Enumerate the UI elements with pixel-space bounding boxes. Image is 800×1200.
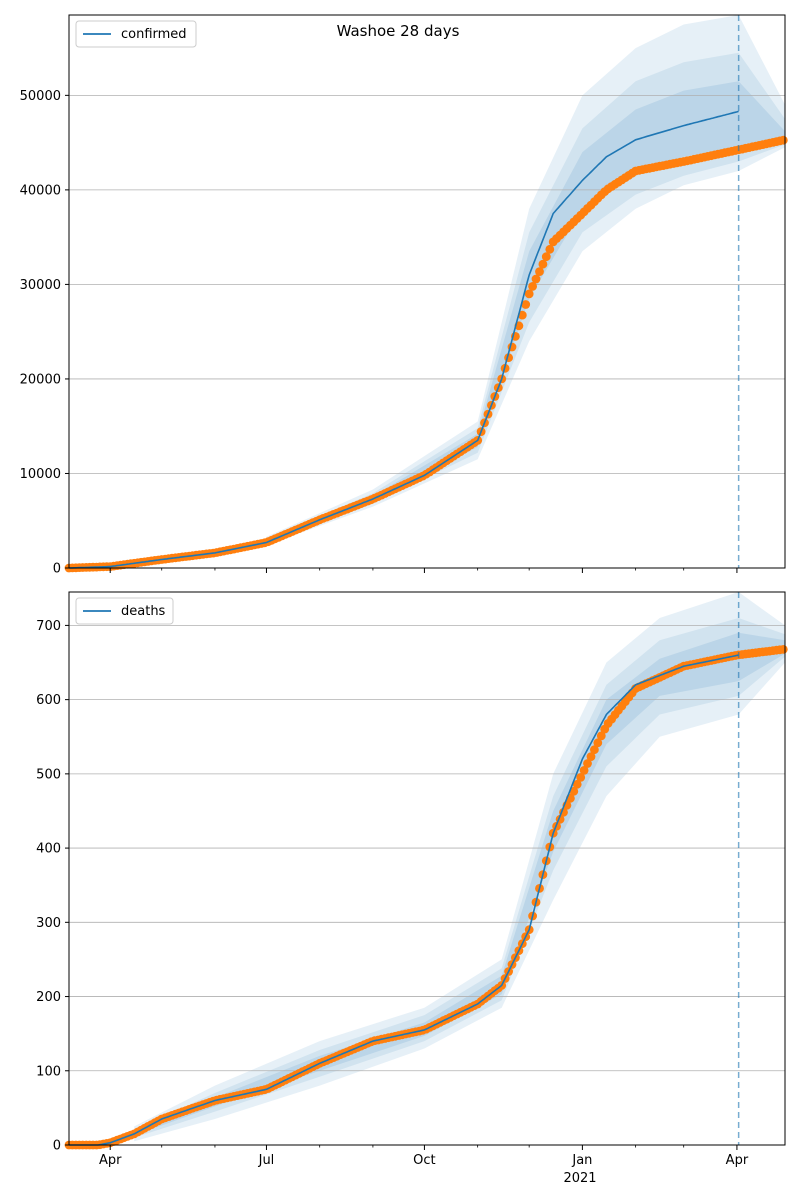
deaths-y-tick-label: 700	[36, 619, 61, 634]
confirmed-legend-box	[75, 20, 197, 48]
deaths-panel: 0 100 200 300 400 500 600 700 Apr Jul Oct Jan Apr 2…	[36, 591, 788, 1186]
confirmed-observed-points	[64, 135, 788, 573]
confirmed-y-tick-label: 20000	[20, 372, 61, 387]
x-tick-label: Apr	[99, 1153, 122, 1168]
confirmed-observed-point	[517, 310, 527, 320]
deaths-legend: deaths	[75, 597, 174, 625]
deaths-band-inner	[134, 632, 785, 1136]
deaths-observed-point	[576, 773, 586, 782]
confirmed-observed-point	[528, 282, 537, 291]
chart-title: Washoe 28 days	[337, 22, 460, 40]
deaths-legend-label: deaths	[121, 604, 166, 619]
deaths-band-middle	[134, 618, 785, 1138]
deaths-uncertainty-bands	[134, 592, 785, 1142]
confirmed-band-outer	[266, 15, 785, 546]
deaths-axes-frame	[68, 591, 786, 1146]
confirmed-observed-point	[524, 289, 534, 299]
confirmed-y-tick-label: 50000	[20, 89, 61, 104]
deaths-y-tick-label: 0	[53, 1139, 61, 1154]
confirmed-legend: confirmed	[75, 20, 197, 48]
confirmed-band-inner	[266, 81, 785, 543]
confirmed-y-ticks: 0 10000 20000 30000 40000 50000	[20, 89, 69, 577]
x-tick-label: Apr	[726, 1153, 749, 1168]
confirmed-band-middle	[266, 52, 785, 544]
deaths-observed-point	[583, 759, 592, 768]
deaths-observed-point	[569, 786, 579, 796]
confirmed-y-tick-label: 40000	[20, 183, 61, 198]
confirmed-observed-point	[531, 274, 541, 284]
confirmed-observed-point	[538, 259, 548, 269]
deaths-y-ticks: 0 100 200 300 400 500 600 700	[36, 619, 69, 1154]
deaths-model-line	[69, 654, 739, 1146]
deaths-y-tick-label: 600	[36, 693, 61, 708]
confirmed-observed-point	[545, 244, 555, 254]
confirmed-observed-point	[541, 252, 551, 262]
x-tick-label: Jul	[258, 1153, 275, 1168]
confirmed-x-ticks	[109, 568, 738, 573]
confirmed-panel: 0 10000 20000 30000 40000 50000 confirmed	[20, 14, 788, 577]
confirmed-model-line	[68, 110, 739, 569]
x-year-label: 2021	[563, 1171, 596, 1186]
confirmed-uncertainty-bands	[266, 15, 785, 546]
deaths-observed-point	[778, 645, 788, 654]
confirmed-axes-frame	[68, 14, 786, 569]
x-tick-label: Oct	[413, 1153, 435, 1168]
confirmed-observed-point	[778, 135, 788, 145]
deaths-y-tick-label: 400	[36, 842, 61, 857]
deaths-observed-point	[596, 731, 606, 741]
confirmed-legend-label: confirmed	[121, 27, 187, 42]
deaths-band-outer	[134, 592, 785, 1142]
deaths-observed-point	[579, 766, 589, 775]
confirmed-y-tick-label: 10000	[20, 467, 61, 482]
confirmed-y-tick-label: 30000	[20, 278, 61, 293]
deaths-y-tick-label: 200	[36, 990, 61, 1005]
deaths-legend-box	[75, 597, 174, 625]
deaths-observed-point	[586, 752, 596, 761]
deaths-observed-point	[590, 745, 599, 755]
deaths-observed-point	[593, 738, 603, 748]
deaths-y-tick-label: 500	[36, 767, 61, 782]
confirmed-y-tick-label: 0	[53, 562, 61, 577]
deaths-y-tick-label: 100	[36, 1064, 61, 1079]
confirmed-observed-point	[521, 300, 531, 309]
deaths-observed-point	[572, 779, 582, 789]
x-tick-label: Jan	[571, 1153, 592, 1168]
confirmed-observed-point	[535, 267, 544, 276]
deaths-x-ticks: Apr Jul Oct Jan Apr	[99, 1145, 749, 1168]
deaths-y-tick-label: 300	[36, 916, 61, 931]
